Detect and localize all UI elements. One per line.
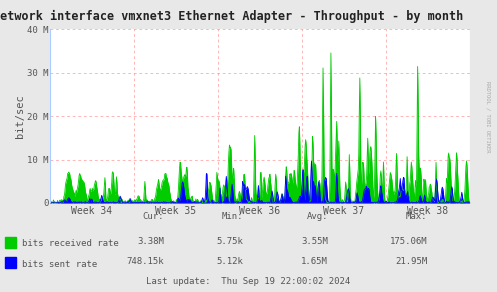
Text: 3.55M: 3.55M: [301, 237, 328, 246]
Text: Min:: Min:: [222, 212, 244, 221]
Text: 21.95M: 21.95M: [395, 257, 427, 266]
Text: 175.06M: 175.06M: [390, 237, 427, 246]
Y-axis label: bit/sec: bit/sec: [15, 94, 25, 138]
Text: 1.65M: 1.65M: [301, 257, 328, 266]
Text: bits sent rate: bits sent rate: [22, 260, 97, 269]
Text: Last update:  Thu Sep 19 22:00:02 2024: Last update: Thu Sep 19 22:00:02 2024: [147, 277, 350, 286]
Text: Avg:: Avg:: [307, 212, 328, 221]
Text: Cur:: Cur:: [143, 212, 164, 221]
Text: 748.15k: 748.15k: [126, 257, 164, 266]
Text: 5.12k: 5.12k: [217, 257, 244, 266]
Text: Network interface vmxnet3 Ethernet Adapter - Throughput - by month: Network interface vmxnet3 Ethernet Adapt…: [0, 10, 464, 23]
Text: Max:: Max:: [406, 212, 427, 221]
Text: bits received rate: bits received rate: [22, 239, 119, 248]
Text: RRDTOOL / TOBI OETIKER: RRDTOOL / TOBI OETIKER: [486, 81, 491, 152]
Text: 3.38M: 3.38M: [137, 237, 164, 246]
Text: 5.75k: 5.75k: [217, 237, 244, 246]
